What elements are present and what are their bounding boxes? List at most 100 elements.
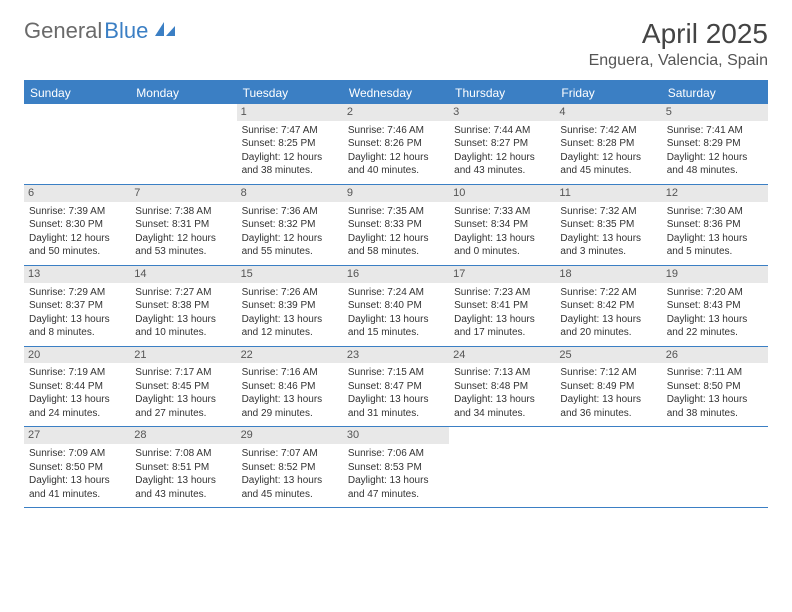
sunset-line: Sunset: 8:49 PM [560, 380, 656, 394]
day-cell: 7Sunrise: 7:38 AMSunset: 8:31 PMDaylight… [130, 185, 236, 265]
day-cell: 20 Sunrise: 7:19 AMSunset: 8:44 PMDayligh… [24, 347, 130, 427]
day-number: 12 [662, 185, 768, 202]
sunset-line: Sunset: 8:28 PM [560, 137, 656, 151]
sunset-line: Sunset: 8:29 PM [667, 137, 763, 151]
sunset-line: Sunset: 8:50 PM [29, 461, 125, 475]
sunset-line: Sunset: 8:47 PM [348, 380, 444, 394]
sunset-line: Sunset: 8:27 PM [454, 137, 550, 151]
daylight-line: Daylight: 13 hours and 5 minutes. [667, 232, 763, 259]
daylight-line: Daylight: 13 hours and 31 minutes. [348, 393, 444, 420]
daylight-line: Daylight: 13 hours and 15 minutes. [348, 313, 444, 340]
day-cell: 16Sunrise: 7:24 AMSunset: 8:40 PMDayligh… [343, 266, 449, 346]
sunrise-line: Sunrise: 7:27 AM [135, 286, 231, 300]
sunrise-line: Sunrise: 7:42 AM [560, 124, 656, 138]
daylight-line: Daylight: 13 hours and 0 minutes. [454, 232, 550, 259]
day-cell: 17Sunrise: 7:23 AMSunset: 8:41 PMDayligh… [449, 266, 555, 346]
daylight-line: Daylight: 13 hours and 43 minutes. [135, 474, 231, 501]
daylight-line: Daylight: 13 hours and 10 minutes. [135, 313, 231, 340]
sunset-line: Sunset: 8:41 PM [454, 299, 550, 313]
sunrise-line: Sunrise: 7:17 AM [135, 366, 231, 380]
day-number: 8 [237, 185, 343, 202]
logo-text-general: General [24, 18, 102, 44]
day-cell [555, 427, 661, 507]
sunrise-line: Sunrise: 7:22 AM [560, 286, 656, 300]
day-number: 11 [555, 185, 661, 202]
day-number: 24 [449, 347, 555, 364]
day-cell: 28Sunrise: 7:08 AMSunset: 8:51 PMDayligh… [130, 427, 236, 507]
day-number: 22 [237, 347, 343, 364]
logo-sail-icon [153, 18, 177, 44]
day-cell: 3 Sunrise: 7:44 AMSunset: 8:27 PMDaylight… [449, 104, 555, 184]
day-number: 25 [555, 347, 661, 364]
day-cell: 27 Sunrise: 7:09 AMSunset: 8:50 PMDayligh… [24, 427, 130, 507]
day-number: 3 [449, 104, 555, 121]
sunset-line: Sunset: 8:51 PM [135, 461, 231, 475]
sunset-line: Sunset: 8:53 PM [348, 461, 444, 475]
day-number: 29 [237, 427, 343, 444]
day-cell: 2Sunrise: 7:46 AMSunset: 8:26 PMDaylight… [343, 104, 449, 184]
daylight-line: Daylight: 13 hours and 8 minutes. [29, 313, 125, 340]
day-number: 6 [24, 185, 130, 202]
day-cell [130, 104, 236, 184]
sunrise-line: Sunrise: 7:44 AM [454, 124, 550, 138]
day-cell: 14Sunrise: 7:27 AMSunset: 8:38 PMDayligh… [130, 266, 236, 346]
day-cell: 8Sunrise: 7:36 AMSunset: 8:32 PMDaylight… [237, 185, 343, 265]
daylight-line: Daylight: 12 hours and 48 minutes. [667, 151, 763, 178]
location-label: Enguera, Valencia, Spain [589, 52, 768, 70]
sunrise-line: Sunrise: 7:09 AM [29, 447, 125, 461]
day-number: 20 [24, 347, 130, 364]
day-cell: 19Sunrise: 7:20 AMSunset: 8:43 PMDayligh… [662, 266, 768, 346]
sunset-line: Sunset: 8:30 PM [29, 218, 125, 232]
daylight-line: Daylight: 13 hours and 17 minutes. [454, 313, 550, 340]
day-cell: 23Sunrise: 7:15 AMSunset: 8:47 PMDayligh… [343, 347, 449, 427]
day-number: 27 [24, 427, 130, 444]
sunset-line: Sunset: 8:42 PM [560, 299, 656, 313]
daylight-line: Daylight: 13 hours and 41 minutes. [29, 474, 125, 501]
weekday-header: Saturday [662, 82, 768, 104]
day-number: 5 [662, 104, 768, 121]
sunrise-line: Sunrise: 7:16 AM [242, 366, 338, 380]
daylight-line: Daylight: 13 hours and 12 minutes. [242, 313, 338, 340]
weekday-header: Friday [555, 82, 661, 104]
day-number: 19 [662, 266, 768, 283]
day-cell: 12Sunrise: 7:30 AMSunset: 8:36 PMDayligh… [662, 185, 768, 265]
sunrise-line: Sunrise: 7:11 AM [667, 366, 763, 380]
daylight-line: Daylight: 12 hours and 43 minutes. [454, 151, 550, 178]
day-cell: 22Sunrise: 7:16 AMSunset: 8:46 PMDayligh… [237, 347, 343, 427]
sunrise-line: Sunrise: 7:13 AM [454, 366, 550, 380]
day-number: 18 [555, 266, 661, 283]
day-number: 16 [343, 266, 449, 283]
week-row: 27Sunrise: 7:09 AMSunset: 8:50 PMDayligh… [24, 427, 768, 508]
sunset-line: Sunset: 8:44 PM [29, 380, 125, 394]
day-number: 10 [449, 185, 555, 202]
sunrise-line: Sunrise: 7:23 AM [454, 286, 550, 300]
sunset-line: Sunset: 8:48 PM [454, 380, 550, 394]
day-cell: 13Sunrise: 7:29 AMSunset: 8:37 PMDayligh… [24, 266, 130, 346]
day-cell [24, 104, 130, 184]
title-block: April 2025 Enguera, Valencia, Spain [589, 18, 768, 70]
sunrise-line: Sunrise: 7:12 AM [560, 366, 656, 380]
calendar: SundayMondayTuesdayWednesdayThursdayFrid… [24, 80, 768, 508]
day-cell: 11Sunrise: 7:32 AMSunset: 8:35 PMDayligh… [555, 185, 661, 265]
weekday-header-row: SundayMondayTuesdayWednesdayThursdayFrid… [24, 82, 768, 104]
daylight-line: Daylight: 12 hours and 38 minutes. [242, 151, 338, 178]
day-cell: 21Sunrise: 7:17 AMSunset: 8:45 PMDayligh… [130, 347, 236, 427]
daylight-line: Daylight: 12 hours and 45 minutes. [560, 151, 656, 178]
daylight-line: Daylight: 13 hours and 24 minutes. [29, 393, 125, 420]
sunset-line: Sunset: 8:31 PM [135, 218, 231, 232]
sunrise-line: Sunrise: 7:46 AM [348, 124, 444, 138]
daylight-line: Daylight: 12 hours and 50 minutes. [29, 232, 125, 259]
sunrise-line: Sunrise: 7:47 AM [242, 124, 338, 138]
week-row: 6Sunrise: 7:39 AMSunset: 8:30 PMDaylight… [24, 185, 768, 266]
sunrise-line: Sunrise: 7:29 AM [29, 286, 125, 300]
day-number: 21 [130, 347, 236, 364]
day-number: 1 [237, 104, 343, 121]
weekday-header: Monday [130, 82, 236, 104]
logo-text-blue: Blue [104, 18, 148, 44]
day-number: 13 [24, 266, 130, 283]
sunset-line: Sunset: 8:40 PM [348, 299, 444, 313]
sunrise-line: Sunrise: 7:19 AM [29, 366, 125, 380]
day-number: 7 [130, 185, 236, 202]
day-cell: 6Sunrise: 7:39 AMSunset: 8:30 PMDaylight… [24, 185, 130, 265]
day-cell [662, 427, 768, 507]
